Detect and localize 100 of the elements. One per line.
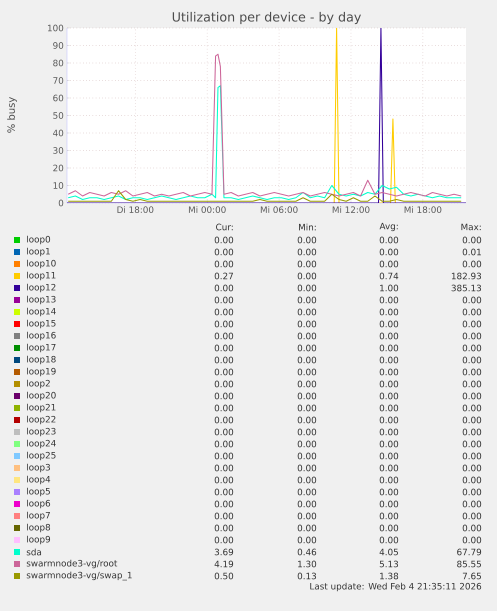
text: 0.00: [298, 356, 316, 364]
text: 0.00: [462, 404, 482, 412]
text: 0.00: [298, 464, 316, 472]
text: 0.00: [380, 236, 398, 244]
text: 0.00: [462, 524, 482, 532]
y-tick-label: 40: [53, 130, 64, 136]
legend-label: loop18: [27, 356, 56, 364]
text: Min:: [299, 224, 316, 230]
legend-label: loop15: [27, 320, 56, 328]
text: 0.00: [214, 284, 234, 292]
text: 0.00: [380, 488, 398, 496]
text: 1.38: [380, 572, 398, 580]
text: Last update: Wed Feb 4 21:35:11 2026: [310, 582, 482, 592]
text: 0.00: [214, 236, 234, 244]
legend-label: loop11: [27, 272, 56, 280]
legend-label: loop1: [27, 248, 50, 256]
text: Cur:: [216, 224, 233, 230]
text: 4.05: [380, 548, 398, 556]
text: 0.00: [298, 368, 316, 376]
text: 0.00: [298, 476, 316, 484]
text: Max:: [461, 224, 481, 230]
y-tick-label: 0: [58, 200, 64, 206]
y-tick-label: 30: [53, 147, 64, 154]
y-tick-label: 50: [53, 112, 64, 119]
text: 0.00: [214, 476, 234, 484]
legend-label: loop0: [27, 236, 50, 244]
text: 0.00: [380, 452, 398, 460]
text: 0.00: [214, 500, 234, 508]
text: 0.00: [214, 368, 234, 376]
text: 0.50: [214, 572, 234, 580]
text: 0.00: [380, 260, 398, 268]
text: 0.00: [214, 452, 234, 460]
text: 0.00: [298, 272, 316, 280]
legend-label: loop16: [27, 332, 56, 340]
text: 0.00: [462, 368, 482, 376]
x-tick-label: Mi 00:00: [188, 206, 226, 214]
text: 0.00: [462, 452, 482, 460]
text: 4.19: [214, 560, 234, 568]
text: 0.00: [462, 236, 482, 244]
y-tick-label: 90: [53, 42, 64, 49]
text: 0.00: [298, 416, 316, 424]
text: 0.00: [214, 380, 234, 388]
text: 0.00: [380, 536, 398, 544]
legend-label: loop5: [27, 488, 50, 496]
text: 7.65: [462, 572, 481, 580]
legend-label: swarmnode3-vg/swap_1: [26, 572, 132, 580]
text: 0.00: [462, 260, 482, 268]
text: 0.00: [462, 440, 482, 448]
y-tick-label: 80: [53, 60, 64, 66]
text: 0.00: [214, 512, 234, 520]
text: 0.00: [380, 416, 398, 424]
text: 0.00: [298, 344, 316, 352]
text: 0.00: [298, 260, 316, 268]
text: 0.00: [380, 308, 398, 316]
text: 0.74: [380, 272, 398, 280]
line-series: [68, 54, 462, 197]
text: 0.00: [214, 308, 234, 316]
legend-label: loop9: [27, 536, 50, 544]
text: 0.46: [298, 548, 316, 556]
text: 0.00: [380, 476, 398, 484]
text: 0.00: [380, 332, 398, 340]
legend-label: loop3: [27, 464, 50, 472]
text: 1.00: [380, 284, 398, 292]
legend-label: loop25: [27, 452, 56, 460]
text: 0.00: [214, 440, 234, 448]
text: 0.00: [298, 500, 316, 508]
text: 0.00: [214, 344, 234, 352]
text: 0.00: [298, 452, 316, 460]
legend-label: loop12: [27, 284, 56, 292]
x-tick-label: Mi 06:00: [260, 206, 298, 214]
text: 0.00: [214, 392, 234, 400]
legend-label: loop4: [27, 476, 50, 484]
legend-label: loop14: [27, 308, 56, 316]
legend-label: loop20: [27, 392, 56, 400]
legend-label: loop7: [27, 512, 50, 520]
text: 0.00: [462, 512, 482, 520]
legend-label: sda: [26, 548, 42, 556]
legend-label: loop10: [27, 260, 56, 268]
text: 0.00: [298, 248, 316, 256]
text: 0.00: [380, 512, 398, 520]
text: 0.00: [214, 260, 234, 268]
y-tick-label: 60: [53, 94, 64, 102]
text: 0.00: [462, 344, 482, 352]
text: 0.00: [380, 404, 398, 412]
text: 85.55: [457, 560, 481, 568]
text: 0.00: [214, 320, 234, 328]
legend-label: loop21: [27, 404, 56, 412]
text: 0.00: [214, 356, 234, 364]
y-tick-label: 70: [53, 77, 64, 84]
text: 0.00: [380, 500, 398, 508]
legend-label: loop8: [27, 524, 50, 532]
text: 0.00: [380, 320, 398, 328]
text: 0.00: [298, 524, 316, 532]
text: 0.00: [214, 464, 234, 472]
text: 0.00: [462, 392, 482, 400]
text: 0.00: [214, 524, 234, 532]
text: 182.93: [452, 272, 482, 280]
text: 0.00: [380, 296, 398, 304]
text: 0.00: [214, 248, 234, 256]
text: 0.00: [298, 296, 316, 304]
